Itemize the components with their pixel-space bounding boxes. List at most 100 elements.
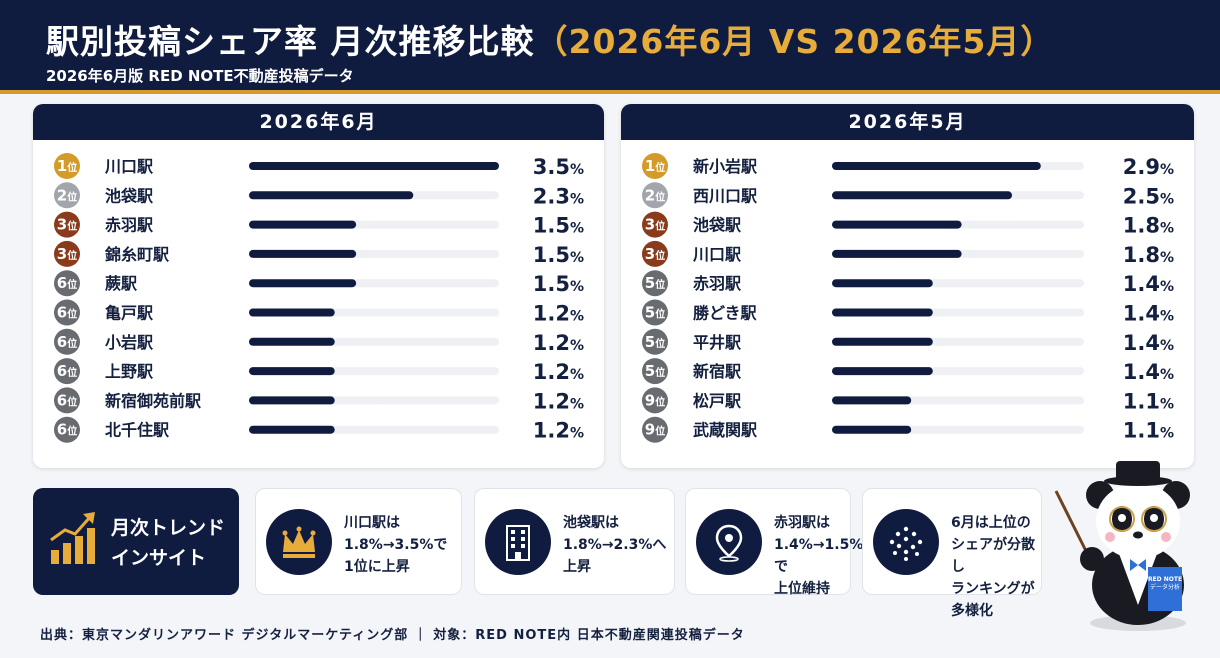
panel-june-title: 2026年6月 [33,104,604,140]
insight-card-kawaguchi: 川口駅は 1.8%→3.5%で 1位に上昇 [255,488,462,595]
value-label: 1.1% [1123,419,1174,443]
header: 駅別投稿シェア率 月次推移比較（2026年6月 VS 2026年5月） 2026… [0,0,1220,94]
value-label: 2.5% [1123,184,1174,208]
bar-row: 5位 赤羽駅 1.4% [642,270,1174,297]
insight-text: 川口駅は 1.8%→3.5%で 1位に上昇 [344,515,448,575]
bar-row: 2位 西川口駅 2.5% [642,182,1174,209]
bar [249,220,357,229]
value-label: 3.5% [533,155,584,179]
trend-insight-box: 月次トレンド インサイト [33,488,239,595]
rank-badge [54,387,80,414]
rank-badge [54,358,80,385]
value-label: 1.2% [533,419,584,443]
bar-row: 3位 池袋駅 1.8% [642,211,1174,238]
bar-row: 6位 新宿御苑前駅 1.2% [54,387,584,414]
insight-text: 池袋駅は 1.8%→2.3%へ 上昇 [563,515,667,575]
rank-label: 5位 [645,274,665,292]
value-label: 1.8% [1123,214,1174,238]
june-bar-chart: 1位 川口駅 3.5%2位 池袋駅 2.3%3位 赤羽駅 1.5%3位 錦糸町駅 1.5%6位蕨… [54,153,584,443]
bar-row: 6位 上野駅 1.2% [54,358,584,385]
station-label: 川口駅 [104,157,154,176]
panel-may-title: 2026年5月 [621,104,1194,140]
value-label: 1.4% [1123,331,1174,355]
rank-label: 6位 [57,333,77,351]
rank-badge [642,358,668,385]
may-bar-chart: 1位 新小岩駅 2.9%2位 西川口駅 2.5%3位 池袋駅 1.8%3位 川口駅 1.8%5位… [642,153,1174,443]
bar [832,249,962,258]
rank-badge [642,416,668,443]
rank-label: 3位 [57,216,77,234]
page-title: 駅別投稿シェア率 月次推移比較（2026年6月 VS 2026年5月） [46,15,1054,63]
panel-june: 2026年6月 1位 川口駅 3.5% 2位 池袋駅 2.3% 3位 赤羽駅 1.5% 3位 錦糸町… [33,104,604,468]
trend-insight-label: 月次トレンド インサイト [111,517,226,569]
bar-row: 6位 小岩駅 1.2% [54,328,584,355]
bar [249,308,335,317]
rank-badge [642,153,668,179]
station-label: 北千住駅 [105,421,170,440]
station-label: 赤羽駅 [693,274,742,293]
value-label: 1.4% [1123,302,1174,326]
bar [832,367,933,376]
bar-row: 5位 新宿駅 1.4% [642,358,1174,385]
rank-badge [642,211,668,238]
rank-label: 3位 [57,245,77,263]
value-label: 1.5% [533,272,584,296]
value-label: 1.2% [533,360,584,384]
bar [249,367,335,376]
rank-label: 6位 [57,421,77,439]
station-label: 池袋駅 [105,186,154,205]
value-label: 2.9% [1123,155,1174,179]
rank-label: 6位 [57,362,77,380]
value-label: 1.1% [1123,389,1174,413]
bar-row: 1位 新小岩駅 2.9% [642,153,1174,179]
bar [832,279,933,288]
trend-chart-icon [50,512,95,564]
bar [249,425,335,434]
bar [832,425,912,434]
rank-badge [54,240,80,267]
rank-badge [54,182,80,209]
rank-badge [54,299,80,326]
station-label: 新小岩駅 [693,157,758,176]
panda-mascot: RED NOTE データ分析 [1054,461,1190,631]
rank-label: 2位 [645,186,665,204]
rank-label: 9位 [645,421,665,439]
mascot-book-label-line1: RED NOTE [1148,576,1182,583]
bar-row: 2位 池袋駅 2.3% [54,182,584,209]
rank-badge [642,387,668,414]
station-label: 新宿駅 [693,362,742,381]
rank-label: 2位 [57,186,77,204]
rank-badge [54,270,80,297]
station-label: 亀戸駅 [105,304,154,323]
bar-row: 3位 赤羽駅 1.5% [54,211,584,238]
rank-label: 6位 [57,304,77,322]
insight-text: 赤羽駅は 1.4%→1.5%で 上位維持 [774,515,864,597]
bar-row: 9位 武蔵関駅 1.1% [642,416,1174,443]
dots-scatter-icon [889,526,923,561]
bar-row: 3位 川口駅 1.8% [642,240,1174,267]
title-main: 駅別投稿シェア率 月次推移比較 [46,22,535,61]
bar-row: 6位 蕨駅 1.5% [54,270,584,297]
bar [832,308,933,317]
rank-label: 9位 [645,391,665,409]
rank-badge [54,153,80,179]
station-label: 新宿御苑前駅 [105,391,202,410]
page-subtitle: 2026年6月版 RED NOTE不動産投稿データ [46,67,354,85]
station-label: 錦糸町駅 [105,245,170,264]
station-label: 松戸駅 [693,391,742,410]
rank-label: 1位 [57,157,77,175]
station-label: 池袋駅 [693,216,742,235]
rank-label: 3位 [645,216,665,234]
station-label: 武蔵関駅 [693,421,758,440]
rank-badge [642,299,668,326]
bar-row: 5位 勝どき駅 1.4% [642,299,1174,326]
value-label: 1.4% [1123,272,1174,296]
location-pin-icon [715,524,743,562]
value-label: 1.2% [533,389,584,413]
insight-text: 6月は上位の シェアが分散し ランキングが多様化 [951,515,1035,619]
panel-may: 2026年5月 1位 新小岩駅 2.9% 2位 西川口駅 2.5% 3位 池袋駅 1.8% 3位川… [621,104,1194,468]
bar [832,337,933,346]
rank-badge [54,416,80,443]
bar-row: 6位 亀戸駅 1.2% [54,299,584,326]
value-label: 1.2% [533,302,584,326]
